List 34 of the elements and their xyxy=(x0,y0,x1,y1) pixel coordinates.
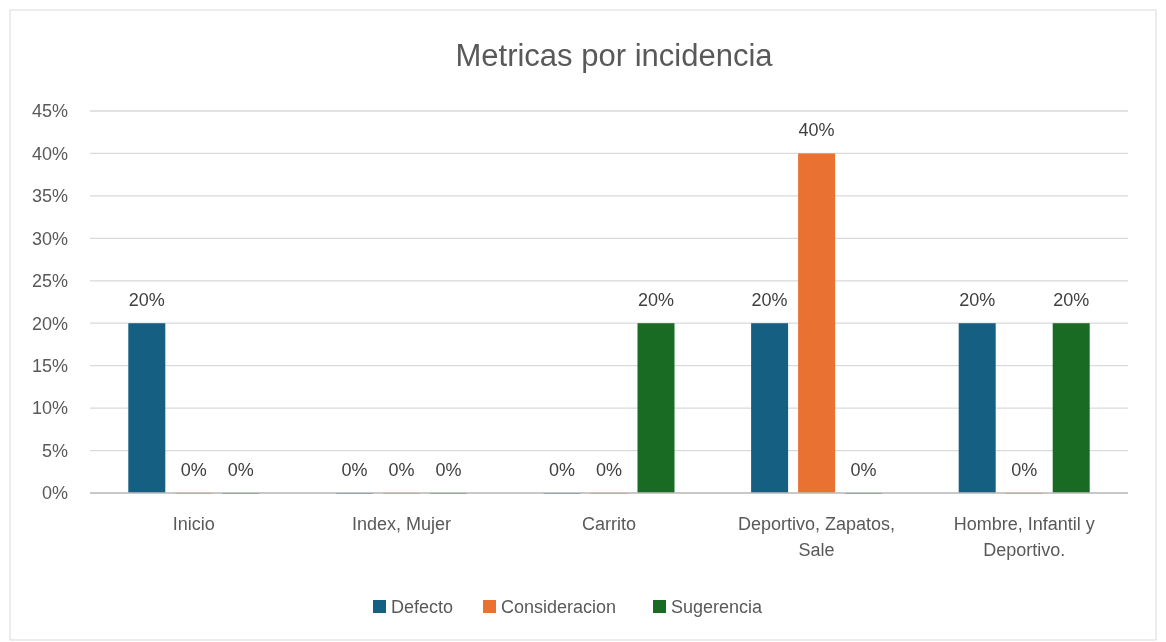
x-tick-label: Carrito xyxy=(581,514,637,534)
x-tick-label: Deportivo, Zapatos, Sale xyxy=(738,514,896,560)
data-label: 0% xyxy=(341,460,368,480)
x-tick-label: Inicio xyxy=(172,514,215,534)
x-tick-label: Hombre, Infantil y Deportivo. xyxy=(953,514,1095,560)
legend-label: Consideracion xyxy=(501,597,617,618)
data-label: 0% xyxy=(227,460,254,480)
y-tick-label: 25% xyxy=(31,271,68,292)
y-tick-label: 45% xyxy=(31,101,68,122)
data-label: 0% xyxy=(180,460,207,480)
y-tick-label: 35% xyxy=(31,186,68,207)
data-label: 0% xyxy=(388,460,415,480)
data-label: 20% xyxy=(751,290,788,311)
data-label: 0% xyxy=(1011,460,1038,480)
data-label: 20% xyxy=(1053,290,1090,311)
data-label: 0% xyxy=(435,460,462,480)
legend-label: Defecto xyxy=(391,597,454,618)
y-tick-label: 5% xyxy=(41,440,68,461)
data-label: 0% xyxy=(548,460,576,480)
data-label: 20% xyxy=(959,290,996,311)
data-label: 40% xyxy=(798,120,835,141)
data-label: 20% xyxy=(637,290,675,311)
chart-title: Metricas por incidencia xyxy=(455,38,774,73)
y-tick-label: 20% xyxy=(31,313,68,334)
y-tick-label: 40% xyxy=(31,143,68,164)
data-label: 20% xyxy=(128,290,165,311)
y-tick-label: 10% xyxy=(31,398,68,419)
legend-label: Sugerencia xyxy=(671,597,764,618)
y-tick-label: 0% xyxy=(41,483,68,504)
data-label: 0% xyxy=(850,460,877,480)
data-label: 0% xyxy=(595,460,623,480)
y-tick-label: 30% xyxy=(31,228,68,249)
y-tick-label: 15% xyxy=(31,355,68,376)
x-tick-label: Index, Mujer xyxy=(351,514,451,534)
